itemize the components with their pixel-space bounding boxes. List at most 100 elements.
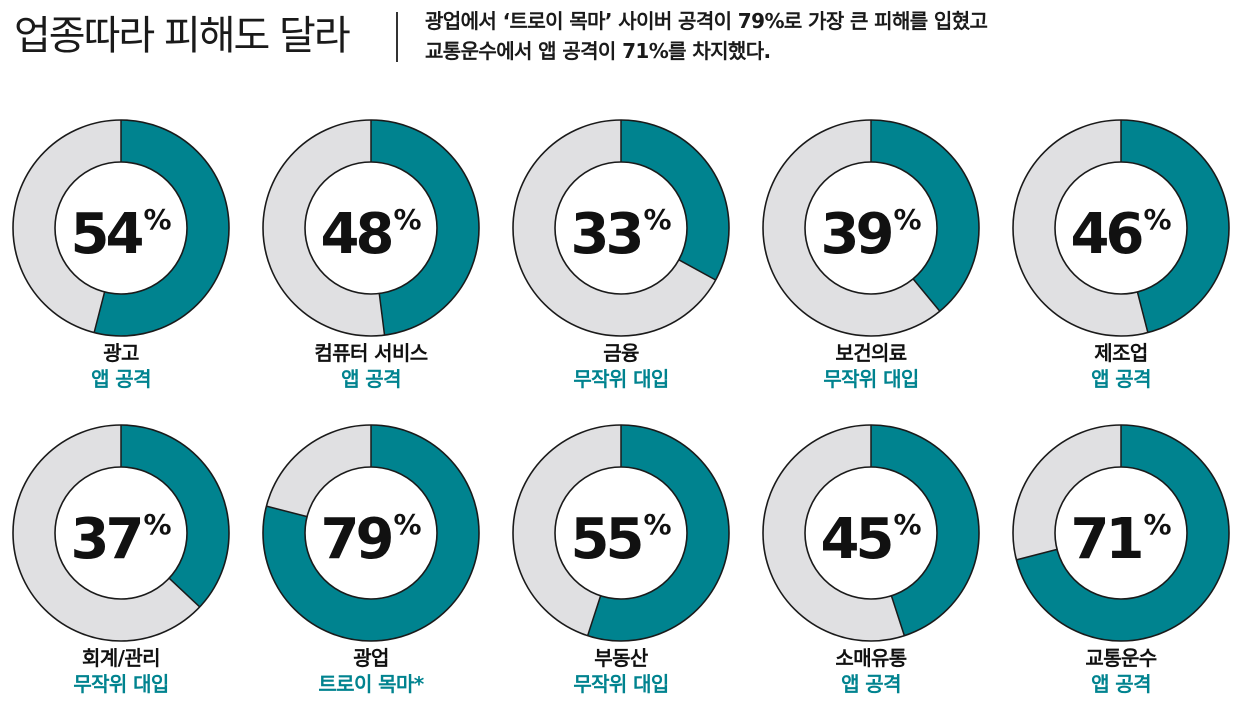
industry-label: 소매유통 <box>835 646 907 670</box>
percent-sign: % <box>143 508 172 541</box>
page-title: 업종따라 피해도 달라 <box>14 13 351 59</box>
attack-type-label: 무작위 대입 <box>573 672 669 696</box>
percent-value: 54% <box>6 190 236 278</box>
donut-value-segment <box>871 120 979 312</box>
donut-segment-divider <box>912 278 941 312</box>
donut-chart <box>512 424 730 642</box>
donut-inner-ring <box>54 466 188 600</box>
percent-sign: % <box>893 508 922 541</box>
industry-label: 부동산 <box>594 646 648 670</box>
donut-outer-ring <box>262 424 480 642</box>
donut-card: 54% 광고 앱 공격 <box>6 118 236 418</box>
donut-chart <box>762 119 980 337</box>
donut-inner-ring <box>304 466 438 600</box>
donut-outer-ring <box>762 119 980 337</box>
percent-sign: % <box>1143 203 1172 236</box>
donut-outer-ring <box>262 119 480 337</box>
percent-sign: % <box>1143 508 1172 541</box>
percent-number: 37 <box>70 507 145 572</box>
donut-chart <box>1012 424 1230 642</box>
donut-segment-divider <box>1016 548 1058 561</box>
donut-inner-ring <box>804 466 938 600</box>
donut-outer-ring <box>1012 424 1230 642</box>
donut-value-segment <box>871 425 979 636</box>
donut-inner-ring <box>804 161 938 295</box>
industry-label: 회계/관리 <box>82 646 161 670</box>
donut-card: 48% 컴퓨터 서비스 앱 공격 <box>256 118 486 418</box>
percent-number: 33 <box>570 202 645 267</box>
percent-number: 39 <box>820 202 895 267</box>
donut-inner-ring <box>54 161 188 295</box>
donut-card: 45% 소매유통 앱 공격 <box>756 423 986 723</box>
donut-segment-divider <box>678 259 717 281</box>
industry-label: 교통운수 <box>1085 646 1157 670</box>
donut-card: 39% 보건의료 무작위 대입 <box>756 118 986 418</box>
industry-label: 광업 <box>353 646 389 670</box>
donut-inner-ring <box>1054 466 1188 600</box>
donut-inner-ring <box>304 161 438 295</box>
donut-chart <box>262 424 480 642</box>
donut-card: 71% 교통운수 앱 공격 <box>1006 423 1236 723</box>
percent-value: 71% <box>1006 495 1236 583</box>
donut-chart <box>512 119 730 337</box>
attack-type-label: 앱 공격 <box>841 672 901 696</box>
donut-value-segment <box>371 120 479 336</box>
donut-inner-ring <box>554 466 688 600</box>
percent-sign: % <box>393 203 422 236</box>
donut-segment-divider <box>93 291 106 333</box>
attack-type-label: 앱 공격 <box>1091 367 1151 391</box>
donut-card: 37% 회계/관리 무작위 대입 <box>6 423 236 723</box>
industry-label: 제조업 <box>1094 341 1148 365</box>
percent-number: 79 <box>320 507 395 572</box>
percent-value: 55% <box>506 495 736 583</box>
industry-label: 광고 <box>103 341 139 365</box>
donut-segment-divider <box>1136 291 1149 333</box>
donut-value-segment <box>121 425 229 607</box>
donut-card: 55% 부동산 무작위 대입 <box>506 423 736 723</box>
percent-number: 54 <box>70 202 145 267</box>
donut-chart <box>762 424 980 642</box>
donut-outer-ring <box>12 119 230 337</box>
donut-value-segment <box>1121 120 1229 333</box>
percent-sign: % <box>643 508 672 541</box>
percent-sign: % <box>893 203 922 236</box>
attack-type-label: 무작위 대입 <box>73 672 169 696</box>
subtitle-line-2: 교통운수에서 앱 공격이 71%를 차지했다. <box>425 39 771 63</box>
donut-inner-ring <box>1054 161 1188 295</box>
subtitle: 광업에서 ‘트로이 목마’ 사이버 공격이 79%로 가장 큰 피해를 입혔고 … <box>425 6 988 66</box>
donut-outer-ring <box>512 424 730 642</box>
donut-inner-ring <box>554 161 688 295</box>
donut-segment-divider <box>266 505 308 518</box>
donut-card: 79% 광업 트로이 목마* <box>256 423 486 723</box>
attack-type-label: 앱 공격 <box>1091 672 1151 696</box>
attack-type-label: 트로이 목마* <box>318 672 424 696</box>
percent-value: 33% <box>506 190 736 278</box>
percent-value: 46% <box>1006 190 1236 278</box>
donut-outer-ring <box>512 119 730 337</box>
percent-value: 48% <box>256 190 486 278</box>
percent-sign: % <box>643 203 672 236</box>
donut-segment-divider <box>890 595 906 636</box>
donut-segment-divider <box>378 293 386 336</box>
donut-value-segment <box>1016 425 1229 641</box>
title-divider <box>396 12 398 62</box>
industry-label: 컴퓨터 서비스 <box>314 341 428 365</box>
percent-number: 45 <box>820 507 895 572</box>
percent-number: 48 <box>320 202 395 267</box>
donut-segment-divider <box>168 577 201 608</box>
donut-value-segment <box>94 120 230 336</box>
donut-chart <box>1012 119 1230 337</box>
attack-type-label: 무작위 대입 <box>573 367 669 391</box>
percent-value: 79% <box>256 495 486 583</box>
donut-chart <box>262 119 480 337</box>
industry-label: 금융 <box>603 341 639 365</box>
donut-outer-ring <box>1012 119 1230 337</box>
donut-card: 33% 금융 무작위 대입 <box>506 118 736 418</box>
donut-chart <box>12 424 230 642</box>
percent-sign: % <box>393 508 422 541</box>
donut-outer-ring <box>762 424 980 642</box>
percent-value: 37% <box>6 495 236 583</box>
percent-number: 55 <box>570 507 645 572</box>
attack-type-label: 무작위 대입 <box>823 367 919 391</box>
